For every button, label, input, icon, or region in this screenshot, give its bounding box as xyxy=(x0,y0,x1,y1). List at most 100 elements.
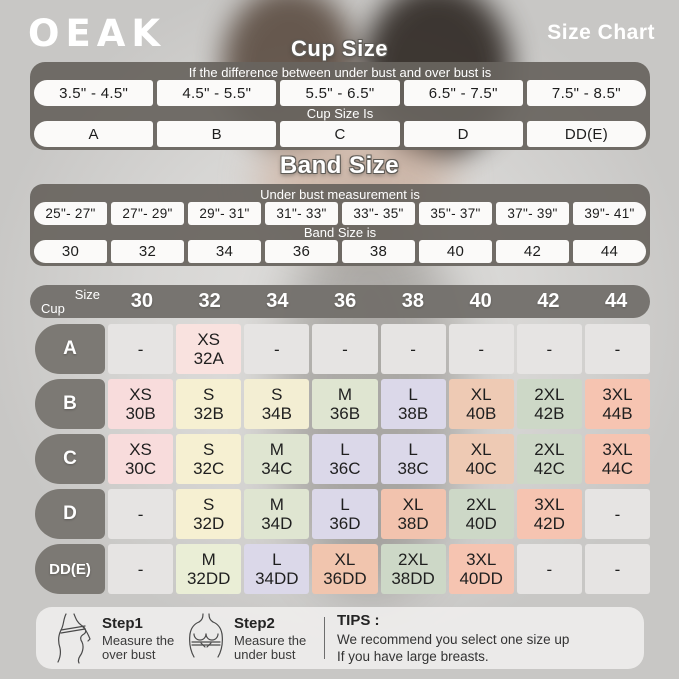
size-label: 3XL xyxy=(602,440,633,459)
size-label: 2XL xyxy=(534,385,565,404)
size-cell: - xyxy=(584,324,650,374)
size-cell: L 36D xyxy=(312,489,378,539)
size-cell: - xyxy=(516,324,582,374)
size-label: - xyxy=(273,339,280,359)
size-label: - xyxy=(137,504,144,524)
size-cell: M 34C xyxy=(244,434,310,484)
tips-line1: We recommend you select one size up xyxy=(337,631,570,647)
size-code: 44B xyxy=(602,404,633,423)
cup-size-subtitle: If the difference between under bust and… xyxy=(188,65,492,80)
corner-size-label: Size xyxy=(74,287,100,302)
size-code: 36D xyxy=(329,514,361,533)
band-range-cell: 35"- 37" xyxy=(419,202,492,225)
size-label: - xyxy=(478,339,485,359)
size-label: - xyxy=(546,559,553,579)
size-label: M xyxy=(201,550,216,569)
size-code: 38D xyxy=(397,514,429,533)
size-label: L xyxy=(272,550,282,569)
size-cell: - xyxy=(584,544,650,594)
size-label: XL xyxy=(470,440,492,459)
size-cell: - xyxy=(516,544,582,594)
band-range-cell: 31"- 33" xyxy=(265,202,338,225)
band-number-cell: 38 xyxy=(342,240,415,263)
size-cell: - xyxy=(108,324,174,374)
size-label: M xyxy=(269,440,284,459)
size-code: 34C xyxy=(261,459,293,478)
band-column-header: 44 xyxy=(605,290,628,312)
tips-title: TIPS : xyxy=(337,611,380,629)
size-label: S xyxy=(203,440,215,459)
band-range-row: 25"- 27" 27"- 29" 29"- 31" 31"- 33" 33"-… xyxy=(34,202,646,225)
cup-range-cell: 5.5" - 6.5" xyxy=(280,80,400,106)
size-cell: M 36B xyxy=(312,379,378,429)
matrix-corner-cell: Size Cup xyxy=(30,285,108,318)
size-cell: XL 36DD xyxy=(312,544,378,594)
size-code: 32DD xyxy=(186,569,231,588)
size-code: 40DD xyxy=(459,569,503,588)
tips-divider xyxy=(324,617,325,659)
size-label: - xyxy=(137,339,144,359)
size-cell: XS 30C xyxy=(108,434,174,484)
matrix-row-b: B XS 30B S 32B S 34B M 36B L 38B XL 40B 2XL 42B… xyxy=(30,379,650,429)
step1-text: Measure the over bust xyxy=(102,632,175,662)
size-label: L xyxy=(408,385,418,404)
size-cell: L 36C xyxy=(312,434,378,484)
size-cell: S 34B xyxy=(244,379,310,429)
size-cell: L 38B xyxy=(380,379,446,429)
size-cell: 2XL 42B xyxy=(516,379,582,429)
size-label: 3XL xyxy=(534,495,565,514)
matrix-row-d: D - S 32D M 34D L 36D XL 38D 2XL 40D 3XL 42D - xyxy=(30,489,650,539)
size-cell: 3XL 40DD xyxy=(448,544,514,594)
band-column-header: 36 xyxy=(334,290,357,312)
step1-block: Step1 Measure the over bust xyxy=(102,615,186,662)
size-code: 40B xyxy=(466,404,497,423)
size-label: - xyxy=(614,504,621,524)
tips-line2: If you have large breasts. xyxy=(337,648,489,664)
size-label: XL xyxy=(402,495,424,514)
size-cell: - xyxy=(312,324,378,374)
step1-title: Step1 xyxy=(102,614,143,632)
cup-letter-cell: D xyxy=(403,121,523,147)
page-title: Size Chart xyxy=(547,21,655,44)
size-code: 40C xyxy=(465,459,497,478)
size-label: 2XL xyxy=(397,550,429,569)
cup-size-table: If the difference between under bust and… xyxy=(30,62,650,150)
size-label: S xyxy=(271,385,283,404)
cup-row-header: C xyxy=(35,434,105,484)
band-size-is-label: Band Size is xyxy=(303,225,377,240)
band-column-header: 30 xyxy=(130,290,153,312)
size-label: 3XL xyxy=(466,550,497,569)
band-number-cell: 30 xyxy=(34,240,107,263)
size-label: - xyxy=(546,339,553,359)
matrix-header-row: Size Cup 30 32 34 36 38 40 42 44 xyxy=(30,285,650,318)
size-code: 40D xyxy=(465,514,497,533)
cup-diff-row: 3.5" - 4.5" 4.5" - 5.5" 5.5" - 6.5" 6.5"… xyxy=(34,80,647,106)
size-code: 36DD xyxy=(323,569,367,588)
size-label: XS xyxy=(129,385,152,404)
step2-title: Step2 xyxy=(234,614,275,632)
band-number-cell: 40 xyxy=(419,240,492,263)
size-label: - xyxy=(614,559,621,579)
size-cell: M 34D xyxy=(244,489,310,539)
matrix-row-c: C XS 30C S 32C M 34C L 36C L 38C XL 40C 2XL 42C… xyxy=(30,434,650,484)
size-code: 32C xyxy=(193,459,225,478)
size-cell: - xyxy=(448,324,514,374)
size-label: XS xyxy=(197,330,221,349)
size-label: L xyxy=(340,495,350,514)
size-label: XL xyxy=(470,385,492,404)
size-label: 2XL xyxy=(466,495,497,514)
band-number-row: 30 32 34 36 38 40 42 44 xyxy=(34,240,646,263)
size-label: L xyxy=(340,440,350,459)
corner-cup-label: Cup xyxy=(41,301,65,316)
band-size-table: Under bust measurement is 25"- 27" 27"- … xyxy=(30,184,650,266)
measure-under-bust-icon xyxy=(186,612,226,664)
size-code: 32A xyxy=(193,349,224,368)
size-cell: - xyxy=(108,489,174,539)
matrix-row-dde: DD(E) - M 32DD L 34DD XL 36DD 2XL 38DD 3XL 40… xyxy=(30,544,650,594)
size-code: 42D xyxy=(533,514,565,533)
size-cell: 3XL 44C xyxy=(584,434,650,484)
cup-range-cell: 7.5" - 8.5" xyxy=(526,80,647,106)
size-label: S xyxy=(203,495,215,514)
band-size-section-title: Band Size xyxy=(279,152,400,179)
size-label: XL xyxy=(334,550,356,569)
